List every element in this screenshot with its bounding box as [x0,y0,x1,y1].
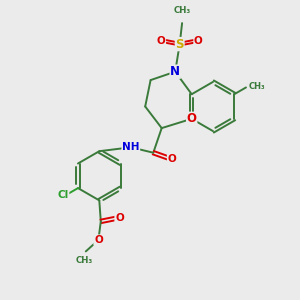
Text: CH₃: CH₃ [248,82,265,91]
Text: CH₃: CH₃ [76,256,93,265]
Text: N: N [170,65,180,78]
Text: CH₃: CH₃ [173,6,191,15]
Text: O: O [167,154,176,164]
Text: O: O [157,35,166,46]
Text: O: O [194,35,203,46]
Text: S: S [176,38,184,51]
Text: O: O [187,112,197,125]
Text: Cl: Cl [58,190,69,200]
Text: NH: NH [122,142,140,152]
Text: O: O [94,235,103,245]
Text: O: O [115,213,124,223]
